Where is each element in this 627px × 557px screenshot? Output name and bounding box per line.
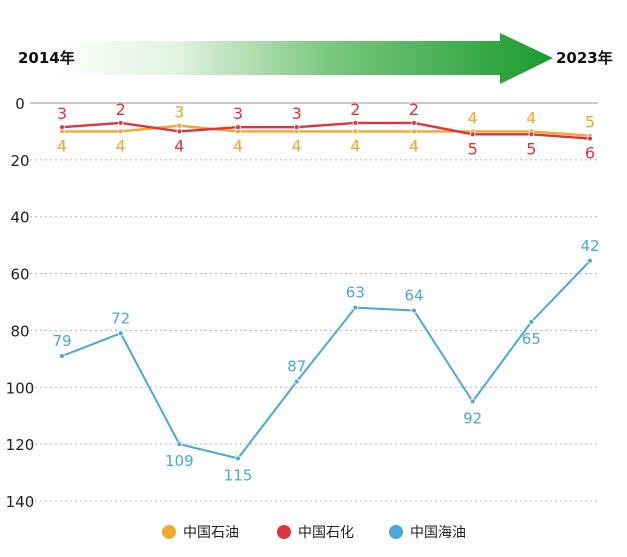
data-label: 115 xyxy=(224,466,253,484)
data-point xyxy=(528,319,535,325)
y-tick-label: 80 xyxy=(10,322,29,340)
legend: 中国石油 中国石化 中国海油 xyxy=(162,525,466,541)
data-label: 64 xyxy=(404,287,423,305)
data-label: 65 xyxy=(522,330,541,348)
data-label: 2 xyxy=(350,100,360,119)
y-tick-label: 100 xyxy=(6,379,35,397)
grid xyxy=(30,102,598,502)
data-point xyxy=(176,122,183,129)
data-label: 87 xyxy=(287,358,306,376)
data-point xyxy=(469,398,476,405)
data-label: 2 xyxy=(409,100,419,119)
data-point xyxy=(117,120,124,126)
timeline-start-label: 2014年 xyxy=(18,49,75,67)
data-label: 5 xyxy=(468,139,478,158)
data-label: 3 xyxy=(57,104,67,123)
data-label: 3 xyxy=(292,104,302,123)
data-label: 4 xyxy=(526,108,536,127)
y-axis: 0 20 40 60 80 100 120 140 xyxy=(6,95,35,511)
data-point xyxy=(587,135,593,142)
data-label: 5 xyxy=(526,139,536,158)
y-tick-label: 60 xyxy=(10,266,29,284)
series-lines xyxy=(59,120,593,462)
legend-swatch xyxy=(389,525,403,539)
data-label: 92 xyxy=(463,410,482,428)
legend-label: 中国海油 xyxy=(410,525,466,541)
data-label: 4 xyxy=(468,108,478,127)
data-point xyxy=(117,330,124,337)
data-point xyxy=(352,120,359,126)
data-point xyxy=(176,128,183,135)
y-tick-label: 20 xyxy=(10,152,29,170)
data-label: 4 xyxy=(409,136,419,155)
data-label: 4 xyxy=(57,136,67,155)
data-label: 3 xyxy=(233,104,243,123)
data-label: 4 xyxy=(174,136,184,155)
data-label: 79 xyxy=(52,332,71,350)
data-point xyxy=(293,378,300,385)
legend-label: 中国石油 xyxy=(183,525,239,541)
data-point xyxy=(59,353,65,359)
data-point xyxy=(587,257,593,264)
legend-label: 中国石化 xyxy=(298,525,354,541)
data-point xyxy=(352,304,359,311)
y-tick-label: 40 xyxy=(10,209,29,227)
y-tick-label: 120 xyxy=(6,436,35,454)
legend-swatch xyxy=(277,525,291,539)
data-point xyxy=(235,124,241,130)
data-point xyxy=(411,120,417,126)
data-label: 4 xyxy=(350,136,360,155)
series-line xyxy=(61,121,591,140)
data-label: 63 xyxy=(346,284,365,302)
data-point xyxy=(469,131,476,138)
data-label: 72 xyxy=(111,309,130,327)
data-label: 3 xyxy=(174,103,184,122)
data-point xyxy=(176,441,183,447)
data-label: 6 xyxy=(585,144,595,163)
series-line xyxy=(62,124,591,137)
data-point xyxy=(411,307,417,314)
data-label: 2 xyxy=(116,100,126,119)
data-point xyxy=(235,455,241,462)
y-tick-label: 140 xyxy=(6,493,35,511)
data-labels: 4 4 3 4 4 4 4 4 4 5 3 2 4 3 3 2 2 5 5 6 79 72 109 115 87 63 64 92 65… xyxy=(52,100,599,484)
data-label: 109 xyxy=(165,452,194,470)
data-label: 42 xyxy=(580,237,599,255)
data-point xyxy=(411,128,417,135)
timeline-arrow xyxy=(50,33,553,84)
data-point xyxy=(352,128,359,135)
data-point xyxy=(293,124,300,130)
legend-swatch xyxy=(162,525,176,539)
data-point xyxy=(117,128,124,135)
data-point xyxy=(528,131,535,138)
series-line xyxy=(61,260,591,460)
timeline-end-label: 2023年 xyxy=(556,49,613,67)
data-label: 4 xyxy=(116,136,126,155)
data-label: 4 xyxy=(233,136,243,155)
y-tick-label: 0 xyxy=(15,95,25,113)
data-label: 4 xyxy=(292,136,302,155)
data-point xyxy=(59,124,65,130)
data-label: 5 xyxy=(585,113,595,132)
